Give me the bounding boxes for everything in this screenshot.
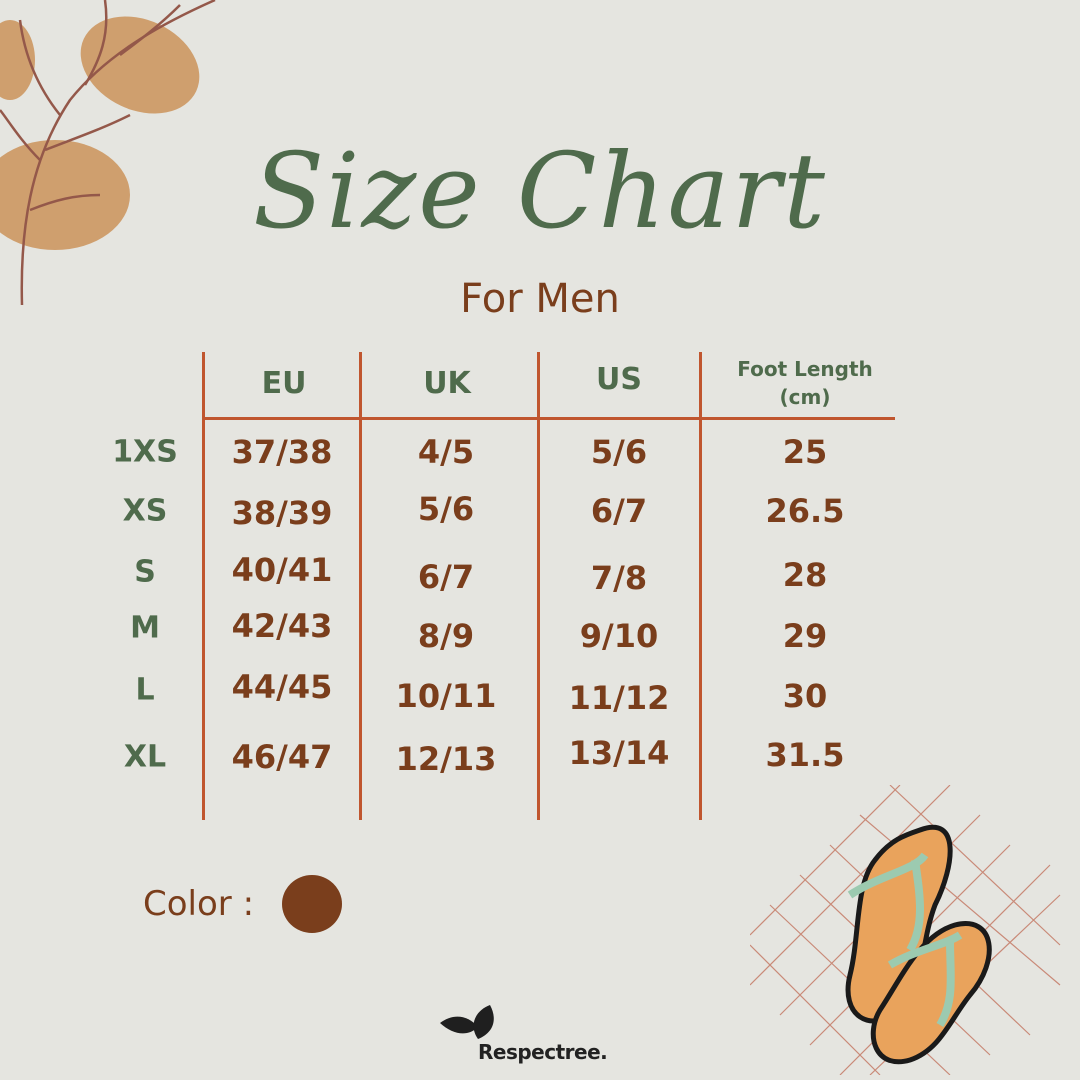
- cell-foot: 29: [782, 617, 828, 655]
- table-divider: [537, 352, 540, 820]
- size-label: XS: [122, 493, 168, 529]
- cell-uk: 5/6: [417, 490, 475, 528]
- cell-eu: 44/45: [231, 668, 333, 706]
- brand-name: Respectree.: [478, 1040, 608, 1064]
- color-label: Color :: [143, 884, 255, 924]
- size-label: XL: [123, 739, 167, 775]
- page-subtitle: For Men: [460, 276, 620, 322]
- cell-us: 9/10: [579, 617, 659, 655]
- color-swatch: [282, 875, 342, 933]
- size-label: M: [130, 610, 160, 646]
- brand-logo: [438, 1005, 498, 1049]
- size-label: L: [135, 672, 155, 708]
- table-divider: [699, 352, 702, 820]
- page-title: Size Chart: [253, 130, 827, 252]
- cell-eu: 46/47: [231, 738, 333, 776]
- leaf-logo-icon: [440, 1005, 494, 1039]
- cell-foot: 31.5: [765, 736, 845, 774]
- cell-uk: 8/9: [417, 617, 475, 655]
- cell-uk: 10/11: [395, 677, 497, 715]
- cell-us: 11/12: [568, 679, 670, 717]
- table-divider: [359, 352, 362, 820]
- flip-flops-illustration: [750, 785, 1061, 1075]
- cell-eu: 42/43: [231, 607, 333, 645]
- header-us: US: [596, 362, 642, 397]
- cell-foot: 26.5: [765, 492, 845, 530]
- cell-uk: 12/13: [395, 740, 497, 778]
- cell-uk: 6/7: [417, 558, 475, 596]
- cell-foot: 25: [782, 433, 828, 471]
- cell-foot: 30: [782, 677, 828, 715]
- header-eu: EU: [261, 366, 307, 401]
- size-label: 1XS: [112, 434, 178, 470]
- header-foot-length: Foot Length (cm): [737, 355, 873, 411]
- header-foot-line2: (cm): [779, 385, 831, 409]
- leaf-branch-decoration: [0, 0, 216, 306]
- header-divider: [203, 417, 895, 420]
- cell-us: 6/7: [590, 492, 648, 530]
- size-label: S: [134, 554, 156, 590]
- cell-eu: 40/41: [231, 551, 333, 589]
- header-foot-line1: Foot Length: [737, 357, 873, 381]
- cell-us: 7/8: [590, 559, 648, 597]
- cell-foot: 28: [782, 556, 828, 594]
- cell-us: 5/6: [590, 433, 648, 471]
- header-uk: UK: [423, 366, 471, 401]
- cell-us: 13/14: [568, 734, 670, 772]
- table-divider: [202, 352, 205, 820]
- cell-eu: 37/38: [231, 433, 333, 471]
- cell-uk: 4/5: [417, 433, 475, 471]
- cell-eu: 38/39: [231, 494, 333, 532]
